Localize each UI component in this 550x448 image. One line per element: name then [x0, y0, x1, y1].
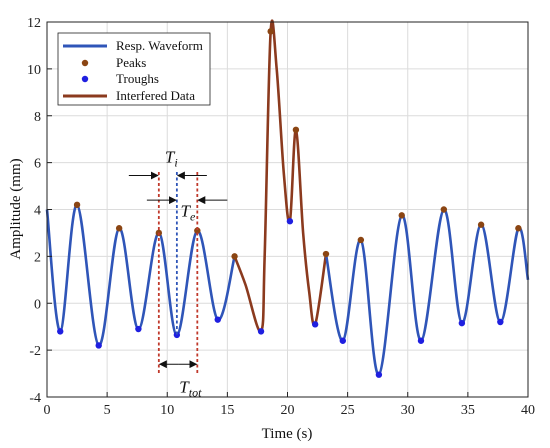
- y-tick-label: 12: [27, 16, 41, 31]
- peak-marker: [322, 250, 330, 258]
- peak-marker: [440, 206, 448, 213]
- trough-marker: [173, 331, 181, 339]
- interfered-data-line: [233, 19, 328, 333]
- legend-label-resp: Resp. Waveform: [116, 38, 203, 53]
- x-tick-label: 0: [44, 403, 51, 418]
- x-tick-label: 10: [160, 403, 174, 418]
- te-label: Te: [180, 202, 195, 224]
- y-tick-label: 0: [34, 297, 41, 312]
- y-tick-label: 10: [27, 63, 41, 78]
- y-tick-label: -2: [29, 344, 41, 359]
- x-tick-label: 20: [281, 403, 295, 418]
- ti-label: Ti: [165, 148, 178, 170]
- trough-marker: [57, 328, 64, 335]
- trough-marker: [339, 337, 347, 344]
- peak-marker: [398, 212, 405, 219]
- y-axis-title: Amplitude (mm): [8, 158, 24, 259]
- peak-marker: [515, 225, 522, 232]
- peak-marker: [115, 225, 123, 232]
- trough-marker: [257, 328, 265, 335]
- x-tick-label: 5: [104, 403, 111, 418]
- trough-marker: [417, 337, 425, 344]
- trough-marker: [95, 342, 102, 349]
- y-tick-label: -4: [29, 391, 41, 406]
- x-tick-label: 35: [461, 403, 475, 418]
- trough-marker: [497, 318, 504, 326]
- trough-marker: [214, 316, 221, 323]
- peak-marker: [357, 236, 365, 244]
- y-tick-label: 4: [34, 204, 41, 219]
- legend: Resp. Waveform Peaks Troughs Interfered …: [57, 32, 211, 106]
- x-tick-label: 40: [521, 403, 535, 418]
- annotation-layer: Ti Te Ttot: [128, 148, 228, 399]
- x-axis-title: Time (s): [262, 426, 313, 442]
- peak-marker: [73, 201, 81, 209]
- trough-marker: [286, 218, 294, 225]
- peak-marker: [231, 253, 238, 260]
- ttot-label: Ttot: [179, 377, 202, 399]
- trough-marker: [375, 371, 383, 378]
- x-tick-label: 15: [220, 403, 234, 418]
- x-tick-label: 25: [341, 403, 355, 418]
- markers-layer: [57, 28, 522, 378]
- legend-swatch-peaks: [81, 59, 89, 67]
- trough-marker: [311, 321, 319, 328]
- ticks: 0 5 10 15 20 25 30 35 40 -4 -2 0 2 4 6 8 10 12: [27, 16, 535, 418]
- trough-marker: [135, 325, 142, 333]
- y-tick-label: 8: [34, 110, 41, 125]
- trough-marker: [458, 319, 466, 327]
- legend-label-troughs: Troughs: [116, 71, 159, 86]
- peak-marker: [477, 221, 485, 228]
- legend-label-peaks: Peaks: [116, 55, 146, 70]
- peak-marker: [292, 126, 300, 134]
- y-tick-label: 2: [34, 250, 41, 265]
- peak-marker: [267, 28, 274, 35]
- legend-label-interfered: Interfered Data: [116, 88, 195, 103]
- y-tick-label: 6: [34, 157, 41, 172]
- legend-swatch-troughs: [81, 75, 89, 83]
- x-tick-label: 30: [401, 403, 415, 418]
- peak-marker: [194, 227, 201, 234]
